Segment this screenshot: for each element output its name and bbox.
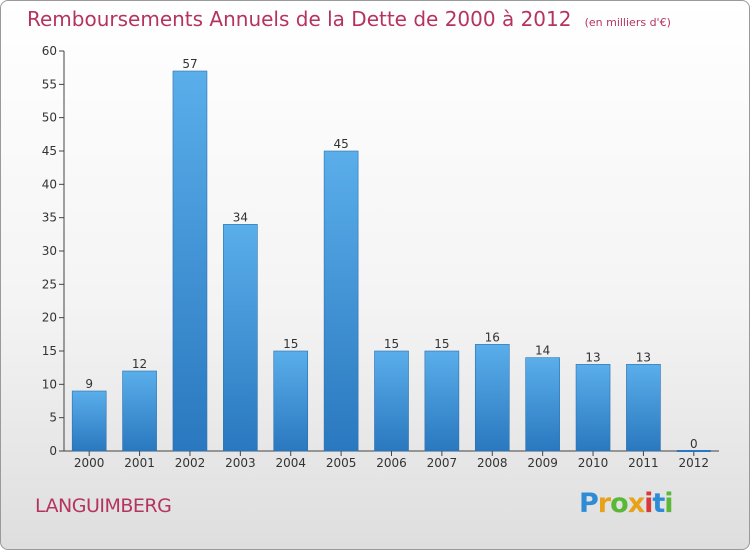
x-tick-label: 2012	[679, 456, 710, 470]
logo-letter: P	[579, 488, 599, 519]
y-tick-label: 15	[42, 344, 57, 358]
proxiti-logo: Proxiti	[579, 488, 674, 519]
x-tick-label: 2007	[427, 456, 458, 470]
data-label-2001: 12	[132, 357, 147, 371]
logo-letter: o	[610, 488, 629, 519]
x-tick-label: 2000	[74, 456, 105, 470]
y-tick-label: 40	[42, 177, 57, 191]
data-label-2011: 13	[636, 350, 651, 364]
x-tick-label: 2005	[326, 456, 357, 470]
bar-2002	[172, 70, 208, 452]
x-tick-label: 2003	[225, 456, 256, 470]
y-tick-label: 25	[42, 277, 57, 291]
data-label-2012: 0	[690, 437, 698, 451]
data-label-2005: 45	[333, 137, 348, 151]
logo-letter: i	[664, 488, 673, 519]
y-tick-label: 60	[42, 44, 57, 58]
y-tick-label: 35	[42, 211, 57, 225]
chart-subtitle: (en milliers d'€)	[584, 16, 671, 29]
y-tick-label: 55	[42, 77, 57, 91]
y-tick-label: 30	[42, 244, 57, 258]
x-tick-label: 2004	[275, 456, 306, 470]
chart-title-block: Remboursements Annuels de la Dette de 20…	[27, 7, 671, 31]
x-tick-label: 2006	[376, 456, 407, 470]
bar-2011	[626, 364, 661, 452]
x-tick-label: 2010	[578, 456, 609, 470]
logo-letter: i	[644, 488, 653, 519]
data-label-2000: 9	[85, 377, 93, 391]
logo-letter: t	[652, 488, 665, 519]
data-label-2010: 13	[585, 350, 600, 364]
x-tick-label: 2009	[527, 456, 558, 470]
y-tick-label: 50	[42, 111, 57, 125]
data-label-2006: 15	[384, 337, 399, 351]
bar-2008	[474, 344, 510, 452]
bar-2007	[424, 350, 460, 452]
y-tick-label: 5	[49, 411, 57, 425]
x-tick-label: 2008	[477, 456, 508, 470]
bar-2006	[374, 350, 409, 452]
data-label-2009: 14	[535, 344, 550, 358]
y-tick-label: 0	[49, 444, 57, 458]
bar-2001	[122, 370, 157, 452]
data-label-2008: 16	[485, 330, 500, 344]
bar-2005	[323, 150, 359, 452]
data-label-2003: 34	[233, 210, 248, 224]
logo-letter: r	[597, 488, 611, 519]
data-label-2004: 15	[283, 337, 298, 351]
y-tick-label: 45	[42, 144, 57, 158]
y-tick-label: 10	[42, 377, 57, 391]
x-tick-label: 2011	[628, 456, 659, 470]
bar-2004	[273, 350, 309, 452]
x-tick-label: 2001	[124, 456, 155, 470]
bar-2010	[575, 364, 611, 452]
x-tick-label: 2002	[175, 456, 206, 470]
bar-2009	[525, 357, 560, 452]
y-tick-label: 20	[42, 311, 57, 325]
data-label-2002: 57	[182, 57, 197, 71]
chart-title: Remboursements Annuels de la Dette de 20…	[27, 7, 572, 31]
logo-letter: x	[627, 488, 645, 519]
place-name: LANGUIMBERG	[35, 495, 172, 517]
bar-2000	[71, 390, 107, 452]
data-label-2007: 15	[434, 337, 449, 351]
bar-2003	[223, 224, 258, 452]
